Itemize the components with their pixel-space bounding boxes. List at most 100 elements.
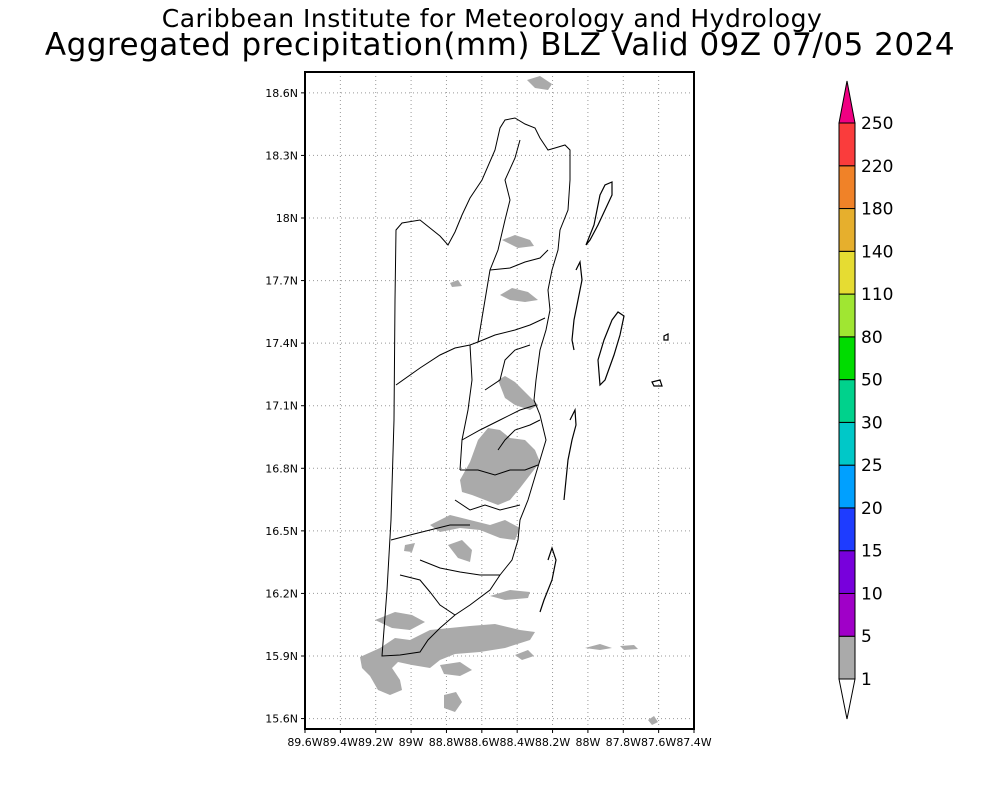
colorbar-segment: [838, 293, 856, 338]
district-line-12: [497, 419, 541, 451]
precip-area-offshore-2: [444, 692, 462, 712]
colorbar-segment: [838, 507, 856, 552]
district-line-9: [419, 559, 500, 576]
colorbar-level-label: 5: [861, 627, 872, 647]
lon-tick-label: 88.6W: [464, 736, 499, 749]
colorbar-segment: [838, 550, 856, 594]
colorbar-level-label: 50: [861, 371, 883, 391]
lon-tick-label: 89.6W: [287, 736, 322, 749]
colorbar-segment: [838, 336, 856, 381]
district-line-3: [477, 317, 546, 343]
precip-area-central: [460, 428, 540, 505]
colorbar-level-label: 80: [861, 328, 883, 348]
lon-tick-label: 87.4W: [676, 736, 711, 749]
lon-tick-label: 88.4W: [499, 736, 534, 749]
colorbar-level-label: 30: [861, 413, 883, 433]
colorbar-level-label: 10: [861, 584, 883, 604]
colorbar-max-arrow: [838, 80, 856, 124]
latitude-axis: 18.6N 18.3N 18N 17.7N 17.4N 17.1N 16.8N 16.5N 16…: [265, 87, 305, 726]
precip-area-east-1: [585, 644, 612, 650]
lon-tick-label: 89.4W: [323, 736, 358, 749]
district-line-4: [459, 344, 473, 471]
colorbar-level-label: 15: [861, 542, 883, 562]
colorbar-segment: [838, 592, 856, 637]
longitude-axis: 89.6W 89.4W 89.2W 89W 88.8W 88.6W 88.4W 88.2W 88…: [287, 729, 712, 749]
precip-area-north: [527, 76, 552, 90]
district-line-6: [460, 464, 539, 476]
precip-area-belize-dist: [498, 376, 538, 410]
colorbar-segment: [838, 421, 856, 466]
district-line-8: [390, 524, 470, 541]
precipitation-areas: [360, 76, 658, 725]
precip-area-north-west: [450, 280, 462, 287]
lon-tick-label: 89.2W: [358, 736, 393, 749]
lon-tick-label: 87.8W: [606, 736, 641, 749]
precip-area-gulf: [490, 590, 530, 600]
lat-tick-label: 17.7N: [265, 275, 298, 288]
belize-outline: [381, 117, 571, 657]
district-line-10: [399, 574, 456, 616]
lat-tick-label: 17.1N: [265, 400, 298, 413]
precip-area-corozal: [502, 235, 534, 248]
district-line-5: [461, 404, 537, 441]
institute-title: Caribbean Institute for Meteorology and …: [161, 4, 823, 33]
colorbar-level-label: 250: [861, 114, 893, 134]
reef-line-3: [539, 546, 557, 613]
lat-tick-label: 15.9N: [265, 650, 298, 663]
lat-tick-label: 15.6N: [265, 713, 298, 726]
precip-area-far-southeast: [648, 716, 658, 725]
precip-area-toledo: [375, 612, 425, 630]
lat-tick-label: 16.2N: [265, 587, 298, 600]
reef-line-2: [563, 407, 577, 501]
colorbar-min-arrow: [838, 678, 856, 720]
map-frame: [304, 71, 695, 730]
ambergris-caye: [585, 181, 613, 246]
colorbar-level-label: 140: [861, 242, 893, 262]
lon-tick-label: 88W: [575, 736, 600, 749]
district-line-1: [395, 139, 521, 386]
precip-area-stann-1: [430, 515, 520, 540]
precip-area-offshore-3: [515, 650, 534, 660]
colorbar-segment: [838, 379, 856, 423]
lat-tick-label: 18N: [276, 212, 298, 225]
lat-tick-label: 16.5N: [265, 525, 298, 538]
precip-area-orange-walk: [500, 288, 538, 302]
reef-line-1: [571, 259, 583, 351]
colorbar-level-label: 110: [861, 285, 893, 305]
lat-tick-label: 18.6N: [265, 87, 298, 100]
colorbar-segment: [838, 208, 856, 252]
colorbar-segment: [838, 635, 856, 680]
lon-tick-label: 87.6W: [641, 736, 676, 749]
colorbar-segment: [838, 250, 856, 295]
colorbar-segment: [838, 464, 856, 509]
precip-area-south: [360, 624, 535, 695]
colorbar-level-label: 220: [861, 157, 893, 177]
lat-tick-label: 16.8N: [265, 462, 298, 475]
lon-tick-label: 88.8W: [429, 736, 464, 749]
country-boundaries: [381, 117, 571, 657]
colorbar-segment: [838, 165, 856, 210]
colorbar-level-label: 1: [861, 670, 872, 690]
precip-area-offshore-1: [440, 662, 472, 676]
precip-area-west: [404, 543, 415, 552]
district-line-2: [489, 249, 549, 271]
colorbar-segment: [838, 122, 856, 167]
district-line-11: [484, 344, 531, 391]
product-title: Aggregated precipitation(mm) BLZ Valid 0…: [44, 27, 956, 63]
lighthouse-reef: [663, 333, 669, 341]
colorbar-level-label: 180: [861, 200, 893, 220]
colorbar-level-label: 25: [861, 456, 883, 476]
colorbar-level-label: 20: [861, 499, 883, 519]
lon-tick-label: 89W: [399, 736, 424, 749]
district-line-7: [454, 499, 521, 511]
precip-area-stann-2: [448, 540, 472, 562]
lighthouse-reef-south: [651, 379, 663, 387]
turneffe-atoll: [597, 311, 625, 387]
lon-tick-label: 88.2W: [535, 736, 570, 749]
map-plot-area: [305, 72, 694, 729]
precip-area-east-2: [620, 645, 638, 650]
lat-tick-label: 17.4N: [265, 337, 298, 350]
lat-tick-label: 18.3N: [265, 149, 298, 162]
